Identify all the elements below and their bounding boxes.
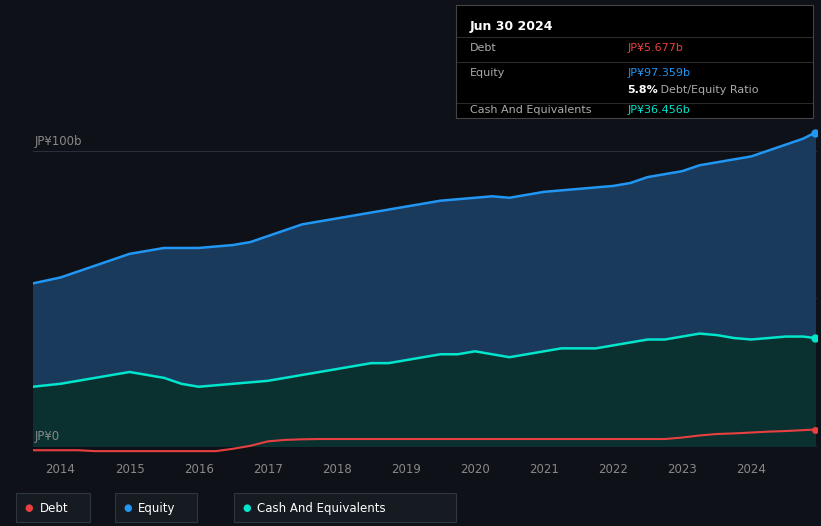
Text: JP¥97.359b: JP¥97.359b [627, 68, 690, 78]
Text: Equity: Equity [138, 502, 176, 514]
Text: ●: ● [25, 503, 33, 513]
Text: JP¥5.677b: JP¥5.677b [627, 43, 683, 53]
Text: Cash And Equivalents: Cash And Equivalents [470, 105, 591, 115]
Text: Equity: Equity [470, 68, 505, 78]
Text: JP¥0: JP¥0 [34, 430, 59, 443]
Text: Debt/Equity Ratio: Debt/Equity Ratio [658, 85, 759, 95]
Text: 5.8%: 5.8% [627, 85, 658, 95]
Text: JP¥100b: JP¥100b [34, 135, 82, 148]
Text: JP¥36.456b: JP¥36.456b [627, 105, 690, 115]
Text: Debt: Debt [39, 502, 68, 514]
Text: Jun 30 2024: Jun 30 2024 [470, 20, 553, 33]
Text: ●: ● [123, 503, 131, 513]
Text: Debt: Debt [470, 43, 497, 53]
Text: Cash And Equivalents: Cash And Equivalents [257, 502, 386, 514]
Text: ●: ● [242, 503, 250, 513]
